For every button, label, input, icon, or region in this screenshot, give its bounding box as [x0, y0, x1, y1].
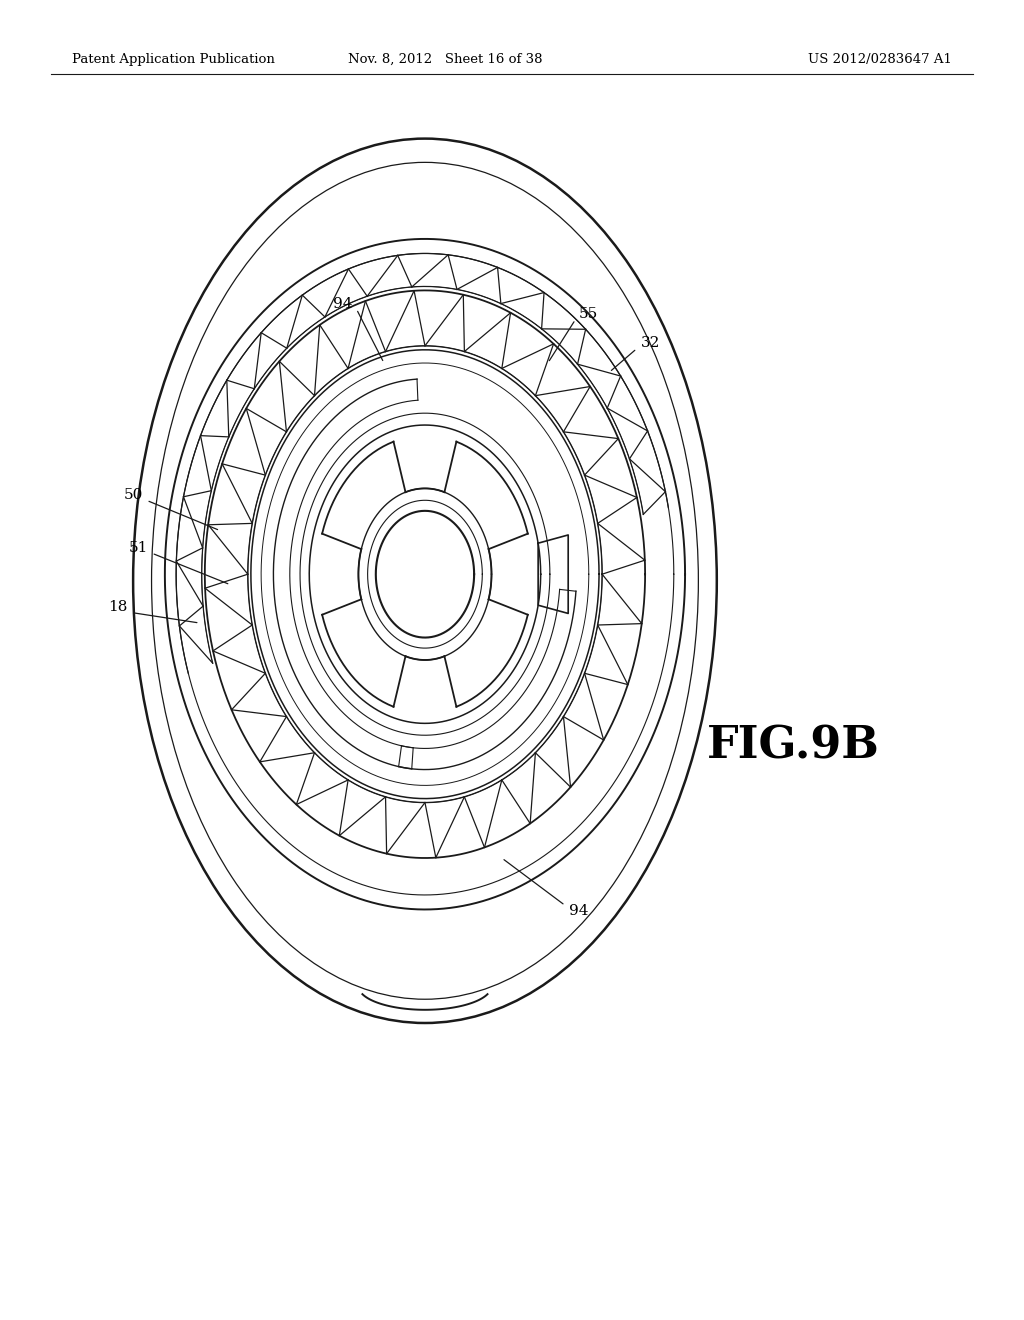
Text: 32: 32	[641, 337, 659, 350]
Text: US 2012/0283647 A1: US 2012/0283647 A1	[808, 53, 952, 66]
Text: 18: 18	[109, 601, 127, 614]
Text: Nov. 8, 2012   Sheet 16 of 38: Nov. 8, 2012 Sheet 16 of 38	[348, 53, 543, 66]
Text: 55: 55	[580, 308, 598, 321]
Text: FIG.9B: FIG.9B	[708, 725, 880, 767]
Text: 94: 94	[333, 297, 353, 310]
Text: 94: 94	[568, 904, 589, 917]
Text: Patent Application Publication: Patent Application Publication	[72, 53, 274, 66]
Text: 50: 50	[124, 488, 142, 502]
Ellipse shape	[133, 139, 717, 1023]
Text: 51: 51	[129, 541, 147, 554]
